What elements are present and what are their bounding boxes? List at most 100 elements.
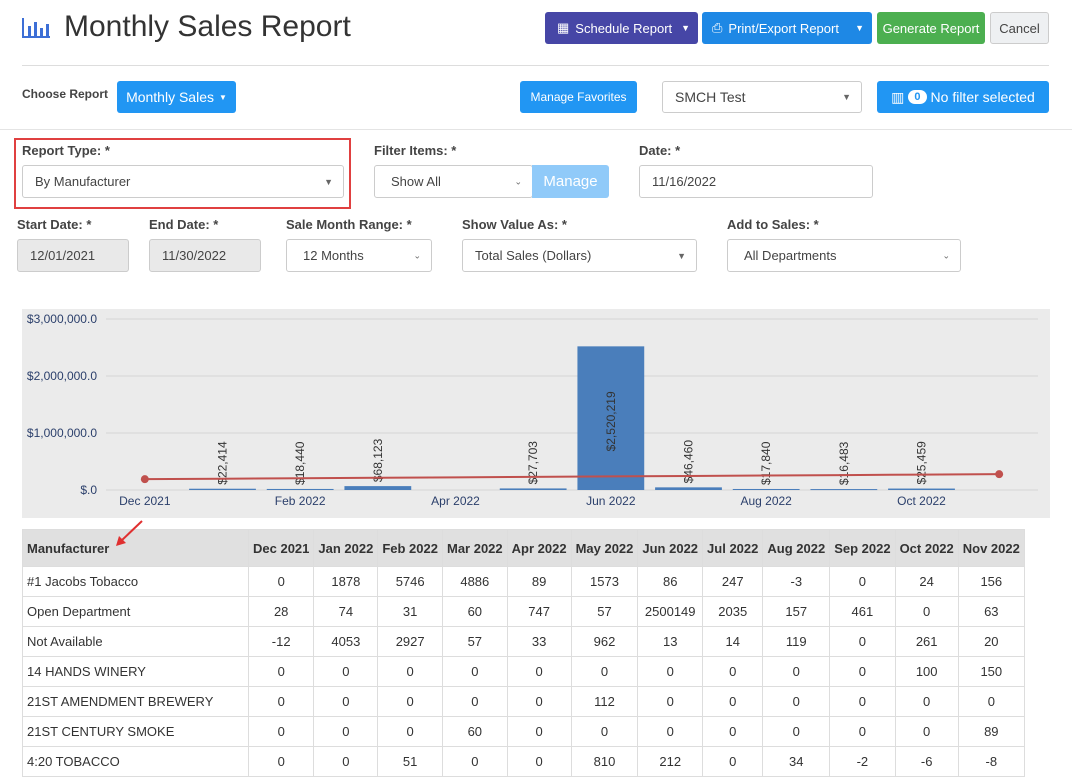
cell-value: -6 [894,746,959,777]
divider [0,129,1072,130]
cell-value: 89 [506,566,572,597]
column-header: Apr 2022 [506,529,572,567]
start-date-input: 12/01/2021 [17,239,129,272]
x-tick-label: Aug 2022 [740,494,792,508]
cell-value: 0 [313,716,379,747]
sales-table: Manufacturer Dec 2021 Jan 2022 Feb 2022 Mar … [22,529,1025,777]
field-value: 12 Months [303,248,364,263]
field-label: End Date: * [149,217,219,232]
cell-value: 2500149 [637,596,704,627]
generate-button[interactable]: Generate Report [877,12,985,44]
x-tick-label: Dec 2021 [119,494,171,508]
print-button[interactable]: ⎙ Print/Export Report ▼ [702,12,872,44]
column-header: Jul 2022 [702,529,764,567]
divider [22,65,1049,66]
filter-button[interactable]: ▥ 0 No filter selected [877,81,1049,113]
cell-value: 1878 [313,566,379,597]
page-title: Monthly Sales Report [64,10,351,43]
bar [810,489,878,491]
cell-value: 0 [637,686,704,717]
cell-value: 1573 [570,566,639,597]
cell-value: 28 [247,596,315,627]
plot-background [22,309,1050,518]
cell-value: 747 [506,596,572,627]
cell-value: 0 [570,716,639,747]
bar [189,488,256,490]
cell-value: 0 [957,686,1025,717]
x-tick-label: Apr 2022 [431,494,480,508]
cell-value: 5746 [377,566,443,597]
report-type-select[interactable]: By Manufacturer ▼ [22,165,344,198]
value-label: $2,520,219 [604,391,618,451]
cell-value: 60 [441,596,508,627]
manage-button[interactable]: Manage [532,165,609,198]
cell-value: 0 [247,566,315,597]
cell-value: 0 [377,716,443,747]
cell-value: 31 [377,596,443,627]
date-input[interactable]: 11/16/2022 [639,165,873,198]
field-value: 11/30/2022 [162,248,227,263]
field-value: By Manufacturer [35,174,131,189]
value-label: $17,840 [759,441,773,485]
schedule-button[interactable]: ▦ Schedule Report ▼ [545,12,698,44]
bar [344,486,412,490]
cell-value: 24 [894,566,959,597]
field-label: Filter Items: * [374,143,457,158]
field-value: All Departments [744,248,837,263]
cell-value: 0 [570,656,639,687]
filter-items-select[interactable]: Show All ⌄ [374,165,533,198]
cell-value: 0 [829,656,896,687]
field-label: Report Type: * [22,143,110,158]
field-label: Add to Sales: * [727,217,819,232]
cell-value: 0 [247,686,315,717]
cell-value: 2927 [377,626,443,657]
report-icon [22,18,50,38]
table-row: Not Available -12 4053 2927 57 33 962 13 14 119 0 2… [22,626,1025,657]
annotation-arrow [116,520,143,546]
cell-value: 156 [957,566,1025,597]
cell-value: 0 [637,656,704,687]
cell-value: 20 [957,626,1025,657]
cell-value: 0 [377,656,443,687]
column-header: Aug 2022 [762,529,831,567]
cell-value: 0 [894,596,959,627]
month-range-select[interactable]: 12 Months ⌄ [286,239,432,272]
cell-value: 100 [894,656,959,687]
field-label: Sale Month Range: * [286,217,412,232]
column-header: Oct 2022 [894,529,959,567]
cell-value: 0 [702,746,764,777]
field-label: Show Value As: * [462,217,567,232]
cell-value: 0 [506,656,572,687]
cell-value: 0 [247,716,315,747]
report-dropdown[interactable]: Monthly Sales ▼ [117,81,236,113]
cell-value: 0 [762,656,831,687]
cell-value: 4886 [441,566,508,597]
x-tick-label: Jun 2022 [586,494,636,508]
cell-value: 33 [506,626,572,657]
store-select[interactable]: SMCH Test ▼ [662,81,862,113]
cell-value: 57 [441,626,508,657]
cell-value: 0 [894,716,959,747]
table-row: #1 Jacobs Tobacco 0 1878 5746 4886 89 1573 86 24… [22,566,1025,597]
chart: $.0 $1,000,000.0 $2,000,000.0 $3,000,000.0 D… [22,309,1050,518]
manufacturer-name: 21ST AMENDMENT BREWERY [22,686,249,717]
column-header: Manufacturer [22,529,249,567]
column-header: Mar 2022 [441,529,508,567]
print-text: Print/Export Report [728,20,839,36]
add-to-sales-select[interactable]: All Departments ⌄ [727,239,961,272]
manufacturer-name: #1 Jacobs Tobacco [22,566,249,597]
cell-value: 51 [377,746,443,777]
cell-value: 0 [637,716,704,747]
value-label: $16,483 [837,441,851,485]
highlight-box [14,138,351,209]
cell-value: 0 [441,686,508,717]
favorites-button[interactable]: Manage Favorites [520,81,637,113]
show-value-select[interactable]: Total Sales (Dollars) ▼ [462,239,697,272]
trend-line [144,473,1000,481]
x-tick-label: Oct 2022 [897,494,946,508]
cancel-button[interactable]: Cancel [990,12,1049,44]
cell-value: 74 [313,596,379,627]
column-header: Feb 2022 [377,529,443,567]
field-value: 12/01/2021 [30,248,96,263]
trend-point [995,470,1004,479]
